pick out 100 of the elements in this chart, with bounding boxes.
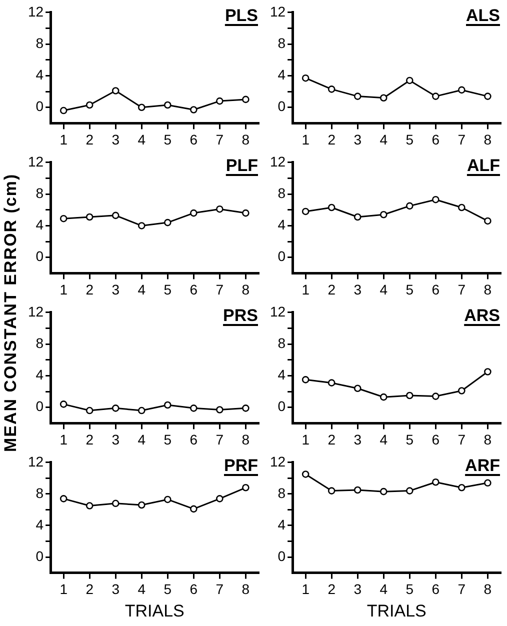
x-tick-label: 8	[484, 581, 492, 598]
chart-title: PRS	[223, 306, 258, 326]
y-tick-label: 0	[36, 548, 44, 564]
chart-title: PLF	[226, 156, 258, 176]
x-tick-label: 4	[380, 431, 388, 448]
x-tick-label: 7	[216, 131, 224, 148]
x-tick-label: 2	[328, 281, 336, 298]
y-tick-label: 0	[278, 398, 286, 414]
x-tick-label: 8	[484, 431, 492, 448]
point	[242, 404, 250, 412]
y-tick-label: 0	[36, 248, 44, 264]
y-tick-label: 8	[36, 184, 44, 201]
chart-title: ALF	[466, 156, 500, 176]
x-tick-label: 5	[406, 431, 414, 448]
y-tick-label: 12	[28, 153, 44, 170]
point	[354, 486, 362, 494]
point	[354, 213, 362, 221]
chart-title: ARF	[465, 456, 500, 476]
x-tick-label: 1	[60, 131, 68, 148]
x-tick-label: 1	[302, 281, 310, 298]
x-tick-label: 6	[432, 581, 440, 598]
point	[380, 488, 388, 496]
point	[484, 92, 492, 100]
x-tick-label: 7	[458, 581, 466, 598]
x-tick-label: 6	[190, 131, 198, 148]
y-tick-label: 8	[278, 34, 286, 51]
x-tick-label: 5	[164, 131, 172, 148]
x-tick-label: 5	[164, 581, 172, 598]
y-tick-label: 12	[270, 303, 286, 320]
y-tick-label: 4	[278, 216, 286, 233]
y-axis-title: MEAN CONSTANT ERROR (cm)	[1, 172, 21, 454]
x-tick-label: 8	[484, 281, 492, 298]
point	[164, 496, 172, 504]
chart-title: ALS	[466, 6, 500, 26]
y-tick-label: 8	[278, 184, 286, 201]
point	[484, 217, 492, 225]
x-tick-label: 4	[138, 581, 146, 598]
point	[60, 214, 68, 222]
x-axis-title: TRIALS	[366, 601, 426, 620]
x-tick-label: 6	[190, 281, 198, 298]
point	[458, 204, 466, 212]
point	[216, 205, 224, 213]
point	[328, 204, 336, 212]
point	[112, 404, 120, 412]
x-tick-label: 6	[190, 581, 198, 598]
y-tick-label: 4	[36, 216, 44, 233]
x-tick-label: 3	[354, 581, 362, 598]
point	[432, 92, 440, 100]
y-tick-label: 12	[270, 453, 286, 470]
x-tick-label: 5	[406, 281, 414, 298]
y-tick-label: 8	[36, 34, 44, 51]
point	[406, 487, 414, 494]
x-tick-label: 3	[112, 281, 120, 298]
x-tick-label: 5	[164, 281, 172, 298]
point	[328, 379, 336, 386]
x-tick-label: 3	[112, 581, 120, 598]
point	[190, 505, 198, 513]
point	[216, 97, 224, 105]
point	[242, 209, 250, 217]
point	[406, 202, 414, 210]
point	[458, 86, 466, 94]
point	[302, 208, 310, 216]
point	[138, 104, 146, 112]
y-tick-label: 8	[278, 334, 286, 351]
x-tick-label: 3	[354, 431, 362, 448]
x-tick-label: 1	[60, 431, 68, 448]
point	[328, 487, 336, 494]
point	[164, 218, 172, 226]
point	[432, 392, 440, 400]
x-tick-label: 6	[432, 431, 440, 448]
x-tick-label: 4	[138, 281, 146, 298]
point	[216, 406, 224, 414]
y-tick-label: 12	[270, 153, 286, 170]
point	[432, 196, 440, 204]
point	[354, 92, 362, 100]
x-tick-label: 4	[380, 581, 388, 598]
y-tick-label: 0	[36, 398, 44, 414]
y-tick-label: 0	[278, 98, 286, 114]
chart-title: PLS	[224, 6, 258, 26]
y-tick-label: 0	[278, 548, 286, 564]
point	[302, 376, 310, 384]
point	[138, 406, 146, 414]
point	[164, 101, 172, 109]
y-tick-label: 4	[278, 516, 286, 532]
x-tick-label: 7	[458, 131, 466, 148]
point	[458, 387, 466, 394]
x-tick-label: 7	[458, 281, 466, 298]
x-tick-label: 7	[216, 581, 224, 598]
x-tick-label: 8	[242, 581, 250, 598]
x-tick-label: 3	[354, 131, 362, 148]
y-tick-label: 12	[28, 453, 44, 470]
x-tick-label: 8	[484, 131, 492, 148]
x-tick-label: 4	[138, 431, 146, 448]
x-tick-label: 3	[354, 281, 362, 298]
point	[112, 87, 120, 94]
y-tick-label: 4	[36, 366, 44, 383]
x-tick-label: 7	[216, 281, 224, 298]
y-tick-label: 0	[36, 98, 44, 114]
y-tick-label: 0	[278, 248, 286, 264]
x-tick-label: 1	[302, 581, 310, 598]
